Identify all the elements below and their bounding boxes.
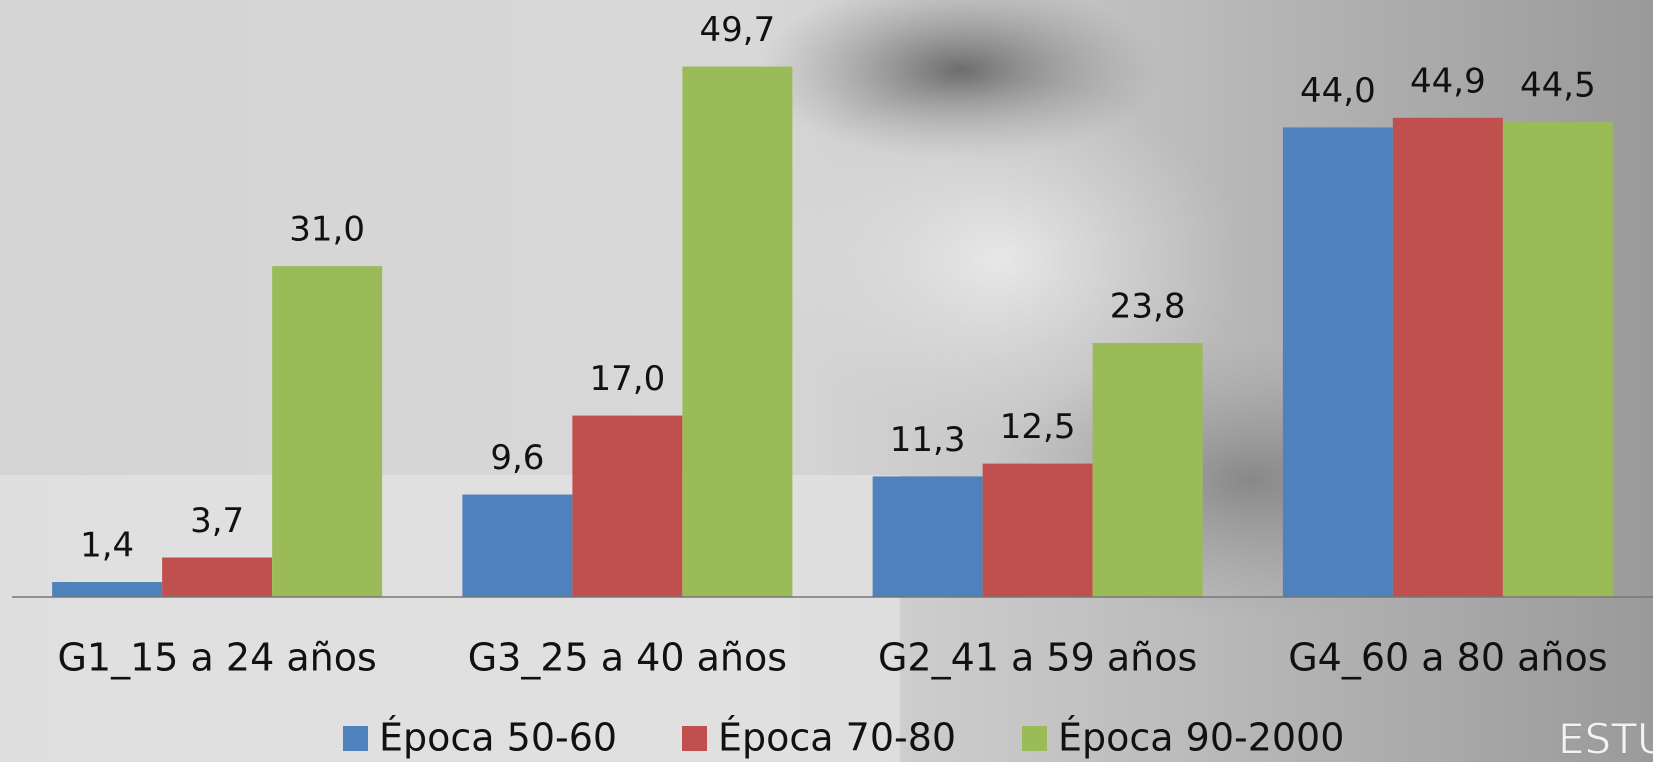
bar bbox=[272, 266, 383, 597]
legend-swatch bbox=[682, 726, 707, 751]
bar bbox=[1282, 127, 1393, 598]
bar bbox=[682, 66, 793, 598]
x-tick-label: G3_25 a 40 años bbox=[468, 636, 787, 680]
legend-label: Época 90-2000 bbox=[1058, 716, 1344, 760]
data-label: 31,0 bbox=[289, 210, 365, 250]
x-tick-label: G1_15 a 24 años bbox=[57, 636, 376, 680]
legend-swatch bbox=[1022, 726, 1047, 751]
legend-swatch bbox=[343, 726, 368, 751]
data-label: 12,5 bbox=[1000, 407, 1076, 447]
data-label: 49,7 bbox=[700, 10, 776, 50]
bar bbox=[1092, 342, 1203, 597]
data-label: 44,0 bbox=[1300, 71, 1376, 111]
bar bbox=[52, 582, 163, 597]
data-label: 44,5 bbox=[1520, 66, 1596, 106]
data-label: 9,6 bbox=[490, 438, 544, 478]
data-label: 44,9 bbox=[1410, 61, 1486, 101]
bar bbox=[872, 476, 983, 597]
x-tick-label: G2_41 a 59 años bbox=[878, 636, 1197, 680]
bar bbox=[1392, 117, 1503, 597]
data-label: 1,4 bbox=[80, 526, 134, 566]
bar bbox=[462, 494, 573, 597]
legend-label: Época 50-60 bbox=[379, 716, 617, 760]
data-label: 23,8 bbox=[1110, 286, 1186, 326]
data-label: 11,3 bbox=[890, 420, 966, 460]
data-label: 17,0 bbox=[590, 359, 666, 399]
bar bbox=[982, 463, 1093, 597]
x-tick-label: G4_60 a 80 años bbox=[1288, 636, 1607, 680]
data-label: 3,7 bbox=[190, 501, 244, 541]
watermark: ESTUDIO bbox=[1558, 715, 1653, 762]
bar bbox=[162, 557, 273, 597]
legend-label: Época 70-80 bbox=[718, 716, 956, 760]
bar bbox=[1502, 122, 1613, 598]
bar bbox=[572, 415, 683, 597]
